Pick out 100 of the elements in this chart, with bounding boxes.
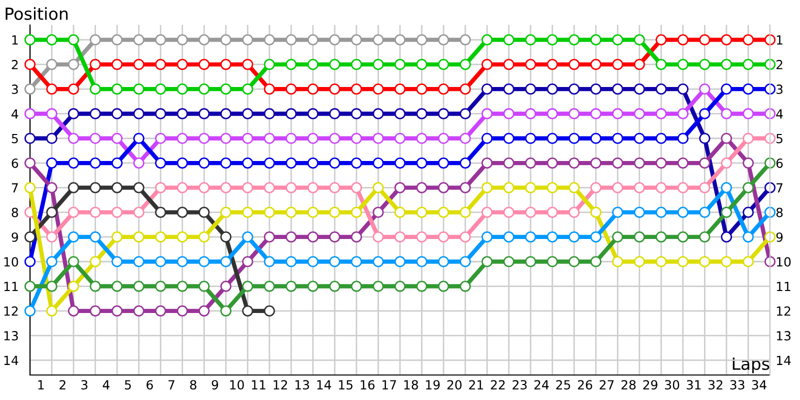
point bbox=[438, 58, 450, 70]
point bbox=[242, 132, 254, 144]
point bbox=[764, 34, 776, 46]
point bbox=[329, 58, 340, 70]
x-tick-label: 25 bbox=[556, 380, 570, 390]
point bbox=[568, 182, 580, 194]
point bbox=[634, 132, 645, 144]
point bbox=[568, 108, 580, 120]
point bbox=[350, 34, 362, 46]
point bbox=[372, 231, 384, 243]
point bbox=[394, 84, 406, 95]
point bbox=[133, 108, 144, 120]
point bbox=[656, 34, 667, 46]
point bbox=[634, 231, 645, 243]
point bbox=[634, 108, 645, 120]
point bbox=[350, 280, 362, 292]
point bbox=[198, 305, 210, 316]
point bbox=[677, 58, 688, 70]
point bbox=[286, 84, 297, 95]
point bbox=[416, 58, 428, 70]
y-tick-label: 4 bbox=[12, 109, 18, 118]
point bbox=[112, 132, 123, 144]
point bbox=[482, 206, 493, 218]
point bbox=[90, 231, 101, 243]
point bbox=[590, 157, 602, 169]
point bbox=[525, 132, 536, 144]
y-tick-label: 3 bbox=[12, 84, 18, 94]
x-tick-label: 33 bbox=[730, 380, 744, 390]
point bbox=[503, 182, 514, 194]
point bbox=[176, 34, 188, 46]
x-tick-label: 1 bbox=[38, 380, 44, 390]
point bbox=[720, 231, 732, 243]
y-tick-label: 7 bbox=[12, 183, 18, 192]
point bbox=[677, 84, 688, 95]
point bbox=[90, 280, 101, 292]
point bbox=[677, 108, 688, 120]
point bbox=[24, 132, 36, 144]
point bbox=[68, 305, 80, 316]
point bbox=[198, 34, 210, 46]
point bbox=[155, 206, 166, 218]
point bbox=[394, 182, 406, 194]
point bbox=[329, 34, 340, 46]
point bbox=[438, 206, 450, 218]
point bbox=[329, 108, 340, 120]
y2-tick-label: 12 bbox=[776, 306, 790, 316]
point bbox=[612, 206, 624, 218]
x-tick-label: 13 bbox=[295, 380, 310, 390]
point bbox=[416, 157, 428, 169]
point bbox=[525, 231, 536, 243]
point bbox=[155, 84, 166, 95]
point bbox=[133, 34, 144, 46]
point bbox=[24, 182, 36, 194]
point bbox=[656, 157, 667, 169]
x-tick-label: 26 bbox=[578, 380, 592, 390]
point bbox=[482, 157, 493, 169]
point bbox=[90, 206, 101, 218]
point bbox=[264, 182, 275, 194]
point bbox=[699, 84, 710, 95]
point bbox=[46, 231, 58, 243]
point bbox=[329, 231, 340, 243]
y-tick-label: 2 bbox=[12, 60, 18, 70]
point bbox=[24, 231, 36, 243]
x-tick-label: 17 bbox=[382, 380, 396, 390]
y2-tick-label: 13 bbox=[776, 331, 790, 340]
point bbox=[503, 256, 514, 268]
point bbox=[68, 157, 80, 169]
point bbox=[394, 280, 406, 292]
point bbox=[68, 206, 80, 218]
point bbox=[590, 108, 602, 120]
point bbox=[699, 108, 710, 120]
point bbox=[46, 108, 58, 120]
point bbox=[720, 34, 732, 46]
point bbox=[46, 182, 58, 194]
point bbox=[264, 231, 275, 243]
x-tick-label: 9 bbox=[212, 380, 218, 390]
point bbox=[503, 132, 514, 144]
point bbox=[176, 132, 188, 144]
point bbox=[112, 206, 123, 218]
point bbox=[764, 58, 776, 70]
x-tick-label: 24 bbox=[534, 380, 549, 390]
point bbox=[242, 231, 254, 243]
point bbox=[90, 58, 101, 70]
point bbox=[46, 280, 58, 292]
point bbox=[350, 132, 362, 144]
point bbox=[264, 108, 275, 120]
point bbox=[656, 182, 667, 194]
point bbox=[176, 231, 188, 243]
point bbox=[546, 157, 558, 169]
point bbox=[525, 206, 536, 218]
y-tick-label: 1 bbox=[12, 35, 18, 45]
point bbox=[112, 84, 123, 95]
point bbox=[68, 84, 80, 95]
point bbox=[503, 206, 514, 218]
point bbox=[24, 108, 36, 120]
point bbox=[394, 58, 406, 70]
point bbox=[90, 182, 101, 194]
point bbox=[90, 84, 101, 95]
point bbox=[155, 108, 166, 120]
point bbox=[677, 132, 688, 144]
y-tick-label: 5 bbox=[12, 134, 18, 144]
